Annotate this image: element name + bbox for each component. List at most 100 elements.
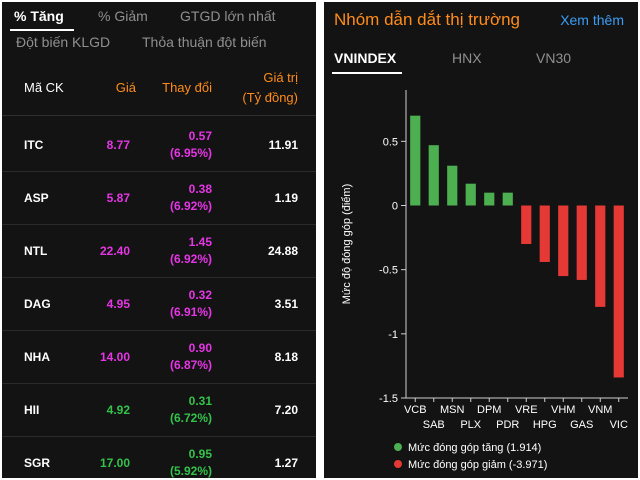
stock-code: ASP [24, 191, 49, 205]
stock-code: DAG [24, 297, 51, 311]
y-tick-label: -0.5 [379, 265, 398, 277]
stock-change: 0.32 [188, 288, 212, 302]
bar-vhm [558, 205, 569, 277]
stock-price: 4.92 [106, 403, 130, 417]
stock-change-percent: (6.92%) [169, 252, 212, 266]
tab-volume-spike[interactable]: Đột biến KLGD [16, 34, 111, 50]
legend-decrease-label: Mức đóng góp giảm (-3.971) [408, 459, 548, 471]
x-tick-label: GAS [570, 419, 593, 430]
bar-vcb [410, 115, 421, 206]
stock-trade-value: 7.20 [274, 403, 298, 417]
stock-price: 5.87 [106, 191, 130, 205]
bar-hpg [539, 205, 550, 262]
x-tick-label: VHM [551, 404, 575, 416]
bar-vnm [595, 205, 606, 307]
active-index-tab-underline [332, 72, 402, 74]
bar-plx [465, 183, 476, 206]
top-stocks-panel: % Tăng % Giảm GTGD lớn nhất Đột biến KLG… [2, 2, 316, 478]
legend-increase-label: Mức đóng góp tăng (1.914) [408, 442, 542, 454]
table-row[interactable]: DAG 4.95 0.32 (6.91%) 3.51 [2, 277, 316, 331]
stock-code: NTL [24, 244, 48, 258]
table-row[interactable]: HII 4.92 0.31 (6.72%) 7.20 [2, 383, 316, 437]
bar-dpm [484, 192, 495, 206]
tab-percent-gain[interactable]: % Tăng [14, 8, 64, 24]
stock-code: HII [24, 403, 40, 417]
stock-change: 0.57 [188, 129, 212, 143]
y-tick-label: -1 [388, 329, 398, 341]
see-more-link[interactable]: Xem thêm [560, 12, 624, 28]
x-tick-label: HPG [533, 419, 557, 430]
table-row[interactable]: SGR 17.00 0.95 (5.92%) 1.27 [2, 436, 316, 478]
legend-increase-dot [394, 443, 402, 451]
legend-increase: Mức đóng góp tăng (1.914) [394, 442, 541, 454]
x-tick-label: SAB [423, 419, 445, 430]
tab-vn30[interactable]: VN30 [536, 50, 572, 66]
x-tick-label: VCB [404, 404, 427, 416]
stock-price: 14.00 [99, 350, 130, 364]
header-change: Thay đổi [162, 80, 212, 95]
stock-change-percent: (6.92%) [169, 199, 212, 213]
tab-percent-loss[interactable]: % Giảm [98, 8, 148, 24]
header-value-line1: Giá trị [263, 70, 298, 85]
market-leaders-panel: Nhóm dẫn dắt thị trường Xem thêm VNINDEX… [324, 2, 638, 478]
stock-price: 17.00 [99, 456, 130, 470]
stock-price: 8.77 [106, 138, 130, 152]
panel-title: Nhóm dẫn dắt thị trường [334, 10, 521, 29]
y-tick-label: -1.5 [379, 393, 398, 405]
header-value: Giá trị (Tỷ đồng) [224, 68, 298, 108]
x-tick-label: VRE [515, 404, 538, 416]
y-axis-title: Mức độ đóng góp (điểm) [341, 184, 353, 304]
bar-gas [576, 205, 587, 280]
x-tick-label: DPM [477, 404, 501, 416]
table-header: Mã CK Giá Thay đổi Giá trị (Tỷ đồng) [2, 60, 316, 116]
stock-code: SGR [24, 456, 51, 470]
y-tick-label: 0.5 [383, 136, 398, 148]
stock-trade-value: 1.27 [274, 456, 298, 470]
x-tick-label: VNM [588, 404, 612, 416]
stock-change-percent: (5.92%) [169, 464, 212, 478]
header-code: Mã CK [24, 80, 64, 95]
tab-top-volume[interactable]: GTGD lớn nhất [180, 8, 276, 24]
table-row[interactable]: ITC 8.77 0.57 (6.95%) 11.91 [2, 118, 316, 172]
header-price: Giá [115, 80, 136, 95]
legend-decrease-dot [394, 460, 402, 468]
stock-trade-value: 3.51 [274, 297, 298, 311]
active-tab-underline [10, 29, 74, 31]
bar-vic [613, 205, 624, 378]
stock-change: 0.38 [188, 182, 212, 196]
table-row[interactable]: NHA 14.00 0.90 (6.87%) 8.18 [2, 330, 316, 384]
legend-decrease: Mức đóng góp giảm (-3.971) [394, 459, 547, 471]
stock-change: 0.31 [188, 394, 212, 408]
bar-sab [428, 145, 439, 206]
stock-code: NHA [24, 350, 50, 364]
x-tick-label: PDR [496, 419, 519, 430]
header-value-line2: (Tỷ đồng) [242, 90, 298, 105]
stock-price: 4.95 [106, 297, 130, 311]
contribution-bar-chart: -1.5 -1 -0.5 0 0.5 Mức độ đóng góp (điểm) VCB S… [341, 90, 628, 430]
stock-code: ITC [24, 138, 44, 152]
stock-change: 0.95 [188, 447, 212, 461]
stock-trade-value: 11.91 [268, 138, 298, 152]
stock-trade-value: 1.19 [274, 191, 298, 205]
stock-price: 22.40 [99, 244, 130, 258]
table-row[interactable]: NTL 22.40 1.45 (6.92%) 24.88 [2, 224, 316, 278]
panel-divider [316, 0, 324, 480]
stock-change-percent: (6.87%) [169, 358, 212, 372]
tab-hnx[interactable]: HNX [452, 50, 482, 66]
tab-vnindex[interactable]: VNINDEX [334, 50, 397, 66]
x-tick-label: MSN [440, 404, 465, 416]
x-tick-label: VIC [610, 419, 628, 430]
stock-change-percent: (6.91%) [169, 305, 212, 319]
tab-block-deal-spike[interactable]: Thỏa thuận đột biến [142, 34, 267, 50]
stock-change: 1.45 [188, 235, 212, 249]
stock-change: 0.90 [188, 341, 212, 355]
x-tick-label: PLX [460, 419, 481, 430]
bar-pdr [502, 192, 513, 206]
stock-trade-value: 8.18 [274, 350, 298, 364]
table-row[interactable]: ASP 5.87 0.38 (6.92%) 1.19 [2, 171, 316, 225]
bar-vre [521, 205, 532, 244]
bar-msn [447, 165, 458, 206]
stock-change-percent: (6.95%) [169, 146, 212, 160]
stock-change-percent: (6.72%) [169, 411, 212, 425]
stock-trade-value: 24.88 [267, 244, 298, 258]
